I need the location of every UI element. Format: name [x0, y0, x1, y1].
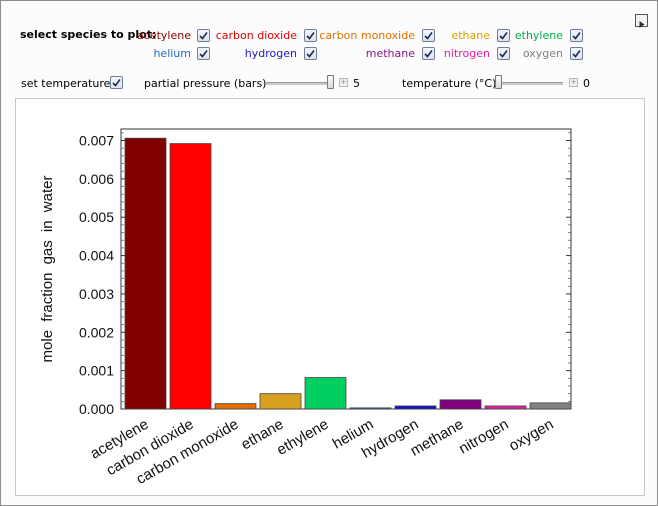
pressure-value: 5	[353, 77, 360, 90]
species-label-hydrogen: hydrogen	[244, 47, 297, 60]
y-tick-label: 0.004	[79, 248, 114, 264]
bar-acetylene	[124, 137, 167, 410]
species-label-oxygen: oxygen	[522, 47, 563, 60]
pressure-label: partial pressure (bars)	[144, 77, 267, 90]
species-label-carbon-monoxide: carbon monoxide	[319, 29, 415, 42]
bar-carbon-dioxide	[169, 143, 212, 410]
bar-carbon-monoxide	[214, 403, 257, 410]
set-temperature-label: set temperature	[21, 77, 111, 90]
checkbox-nitrogen[interactable]	[497, 47, 510, 60]
pressure-slider-track[interactable]	[266, 82, 334, 85]
bar-methane	[439, 399, 482, 410]
pressure-expand-button[interactable]: +	[339, 78, 348, 87]
pressure-slider-thumb[interactable]	[326, 75, 334, 89]
bar-ethane	[259, 393, 302, 410]
select-species-label: select species to plot:	[20, 28, 157, 41]
y-tick-label: 0.003	[79, 286, 114, 302]
species-label-helium: helium	[153, 47, 191, 60]
checkbox-ethane[interactable]	[497, 29, 510, 42]
y-tick-label: 0.006	[79, 171, 114, 187]
bar-nitrogen	[484, 405, 527, 410]
y-tick-label: 0.005	[79, 209, 114, 225]
plot-panel: 0.000 0.001 0.002 0.003 0.004 0.005 0.006 0.007…	[15, 98, 645, 496]
checkbox-hydrogen[interactable]	[304, 47, 317, 60]
checkbox-methane[interactable]	[422, 47, 435, 60]
y-tick-label: 0.001	[79, 363, 114, 379]
bar-helium	[349, 407, 392, 410]
species-label-carbon-dioxide: carbon dioxide	[215, 29, 297, 42]
checkbox-carbon-dioxide[interactable]	[304, 29, 317, 42]
checkbox-helium[interactable]	[197, 47, 210, 60]
species-label-acetylene: acetylene	[137, 29, 191, 42]
temperature-value: 0	[583, 77, 590, 90]
temperature-slider-track[interactable]	[495, 82, 563, 85]
temperature-label: temperature (°C)	[402, 77, 497, 90]
x-tick-label: oxygen	[506, 416, 556, 455]
species-label-ethylene: ethylene	[514, 29, 563, 42]
y-tick-label: 0.007	[79, 133, 114, 149]
y-tick-label: 0.000	[79, 401, 114, 417]
x-tick-label: nitrogen	[456, 416, 511, 458]
species-label-ethane: ethane	[451, 29, 490, 42]
species-label-nitrogen: nitrogen	[443, 47, 490, 60]
species-label-methane: methane	[365, 47, 415, 60]
y-axis-label: mole fraction gas in water	[39, 176, 56, 363]
bar-chart: 0.000 0.001 0.002 0.003 0.004 0.005 0.006 0.007…	[39, 128, 572, 488]
checkbox-acetylene[interactable]	[197, 29, 210, 42]
checkbox-ethylene[interactable]	[570, 29, 583, 42]
bar-oxygen	[529, 402, 572, 410]
bar-hydrogen	[394, 405, 437, 410]
play-options-button[interactable]	[635, 14, 648, 28]
bar-ethylene	[304, 377, 347, 410]
play-icon	[639, 21, 645, 28]
checkbox-carbon-monoxide[interactable]	[422, 29, 435, 42]
set-temperature-checkbox[interactable]	[110, 76, 123, 89]
x-tick-label: ethylene	[274, 416, 332, 459]
checkbox-oxygen[interactable]	[570, 47, 583, 60]
temperature-expand-button[interactable]: +	[569, 78, 578, 87]
temperature-slider-thumb[interactable]	[495, 75, 502, 89]
y-tick-label: 0.002	[79, 324, 114, 340]
